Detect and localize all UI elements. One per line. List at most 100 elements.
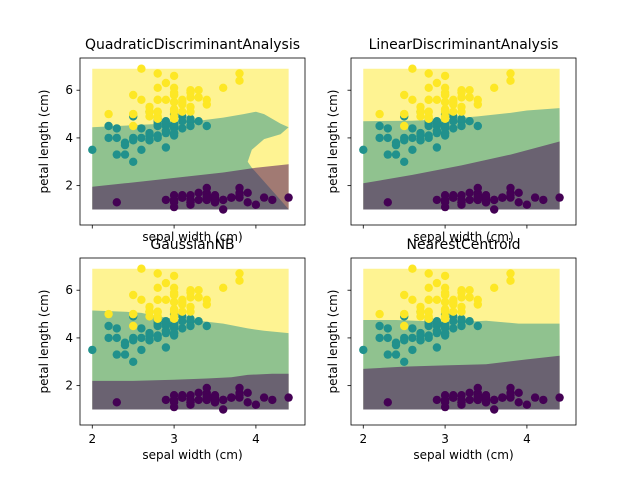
chart-1-point-class-0 [490, 195, 499, 205]
chart-2-point-class-2 [219, 283, 228, 292]
chart-2-axes-frame [79, 257, 306, 426]
chart-0-point-class-1 [120, 150, 130, 159]
chart-0-point-class-2 [129, 90, 138, 100]
chart-3-point-class-1 [400, 333, 409, 343]
chart-1-point-class-2 [449, 107, 458, 116]
chart-3-point-class-2 [400, 290, 409, 300]
chart-3-panel: 2 3 4 NearestCentroid sepal width (cm) petal … [326, 237, 577, 462]
chart-0-axes-frame [79, 57, 306, 226]
chart-3-point-class-2 [490, 283, 499, 292]
chart-0-scatter [88, 64, 293, 214]
chart-2-point-class-1 [137, 324, 146, 333]
chart-3-point-class-1 [449, 317, 458, 326]
chart-0-point-class-2 [137, 95, 146, 105]
chart-3-point-class-2 [424, 307, 433, 316]
chart-1-point-class-2 [424, 69, 433, 78]
chart-0-point-class-1 [145, 128, 154, 138]
chart-0-point-class-0 [227, 193, 236, 202]
chart-2-ytick-label: 4 [65, 331, 73, 345]
chart-1-point-class-2 [457, 88, 466, 97]
chart-0-point-class-0 [202, 193, 211, 202]
chart-0-ylabel: petal length (cm) [37, 90, 51, 194]
chart-3-title: NearestCentroid [406, 237, 520, 253]
chart-2-panel: 2 3 4 2 4 6 GaussianNB sepal width (cm) petal le… [37, 237, 306, 462]
chart-2-xtick-label: 3 [170, 432, 178, 446]
chart-0-point-class-0 [235, 191, 244, 200]
chart-1-point-class-0 [440, 195, 450, 205]
chart-0-point-class-1 [186, 114, 195, 124]
chart-2-point-class-1 [137, 333, 146, 343]
chart-0-point-class-1 [145, 136, 154, 145]
chart-3-point-class-1 [473, 321, 482, 331]
chart-0-point-class-1 [104, 133, 113, 143]
chart-2-point-class-0 [284, 393, 293, 402]
chart-1-point-class-2 [440, 90, 450, 100]
chart-1-point-class-0 [514, 198, 523, 207]
chart-3-point-class-1 [416, 328, 425, 338]
chart-2-point-class-2 [235, 269, 244, 278]
chart-2-point-class-0 [210, 398, 220, 407]
chart-3-point-class-2 [440, 297, 450, 307]
chart-3-point-class-1 [457, 314, 466, 323]
chart-3-point-class-0 [514, 398, 523, 407]
chart-2-point-class-2 [186, 288, 195, 297]
chart-0-point-class-1 [129, 133, 138, 143]
chart-3-axes-frame [350, 257, 577, 426]
chart-1-point-class-2 [490, 83, 499, 93]
chart-3-point-class-0 [490, 405, 499, 414]
chart-0-point-class-1 [112, 150, 122, 159]
chart-1-point-class-2 [440, 114, 450, 124]
chart-0-point-class-2 [169, 71, 179, 81]
chart-2-point-class-1 [202, 321, 211, 331]
chart-1-point-class-0 [432, 195, 442, 205]
chart-1-axes-frame [350, 57, 577, 226]
chart-3-point-class-2 [440, 314, 450, 323]
chart-3-point-class-2 [400, 309, 409, 319]
chart-0-point-class-2 [153, 114, 162, 124]
chart-2-point-class-2 [129, 290, 138, 300]
chart-3-point-class-0 [473, 393, 482, 402]
chart-3-point-class-2 [440, 283, 450, 292]
chart-3-point-class-0 [432, 395, 442, 405]
chart-2-point-class-1 [145, 328, 154, 338]
chart-0-point-class-1 [137, 145, 146, 154]
chart-0-point-class-2 [178, 107, 187, 116]
chart-1-point-class-1 [400, 157, 409, 166]
chart-0-point-class-2 [169, 114, 179, 124]
chart-3-point-class-0 [465, 388, 474, 397]
chart-3-xtick-label: 4 [523, 432, 531, 446]
chart-3-point-class-2 [424, 314, 433, 323]
chart-3-xtick-label: 2 [359, 432, 367, 446]
chart-1-point-class-1 [440, 128, 450, 138]
chart-2-point-class-1 [120, 350, 130, 359]
chart-0-point-class-2 [186, 88, 195, 97]
chart-3-point-class-0 [522, 400, 532, 409]
chart-3-point-class-1 [383, 350, 392, 359]
chart-2-point-class-1 [145, 336, 154, 345]
chart-2-point-class-1 [120, 340, 130, 350]
chart-1-point-class-2 [465, 93, 474, 102]
chart-1-point-class-2 [432, 95, 442, 105]
chart-3-point-class-0 [506, 383, 515, 393]
chart-3-point-class-2 [440, 290, 450, 300]
chart-2-point-class-1 [137, 345, 146, 355]
chart-2-point-class-1 [129, 333, 138, 343]
chart-0-ytick-label: 2 [65, 179, 73, 193]
chart-2-point-class-1 [169, 328, 179, 338]
chart-2-point-class-1 [112, 333, 122, 343]
chart-1-point-class-1 [375, 133, 384, 143]
chart-1-point-class-0 [555, 193, 564, 202]
chart-0-point-class-0 [186, 195, 195, 205]
chart-1-xlabel: sepal width (cm) [413, 230, 513, 244]
chart-2-xlabel: sepal width (cm) [142, 448, 242, 462]
chart-1-point-class-1 [432, 143, 442, 152]
chart-2-point-class-2 [153, 283, 162, 292]
chart-1-point-class-2 [400, 121, 409, 131]
chart-2-ytick-label: 6 [65, 283, 73, 297]
chart-1-point-class-1 [416, 136, 425, 145]
chart-2-point-class-1 [112, 324, 122, 333]
chart-2-point-class-2 [161, 295, 171, 304]
chart-2-point-class-2 [194, 293, 203, 302]
chart-2-point-class-2 [161, 278, 171, 288]
chart-1-point-class-0 [457, 195, 466, 205]
